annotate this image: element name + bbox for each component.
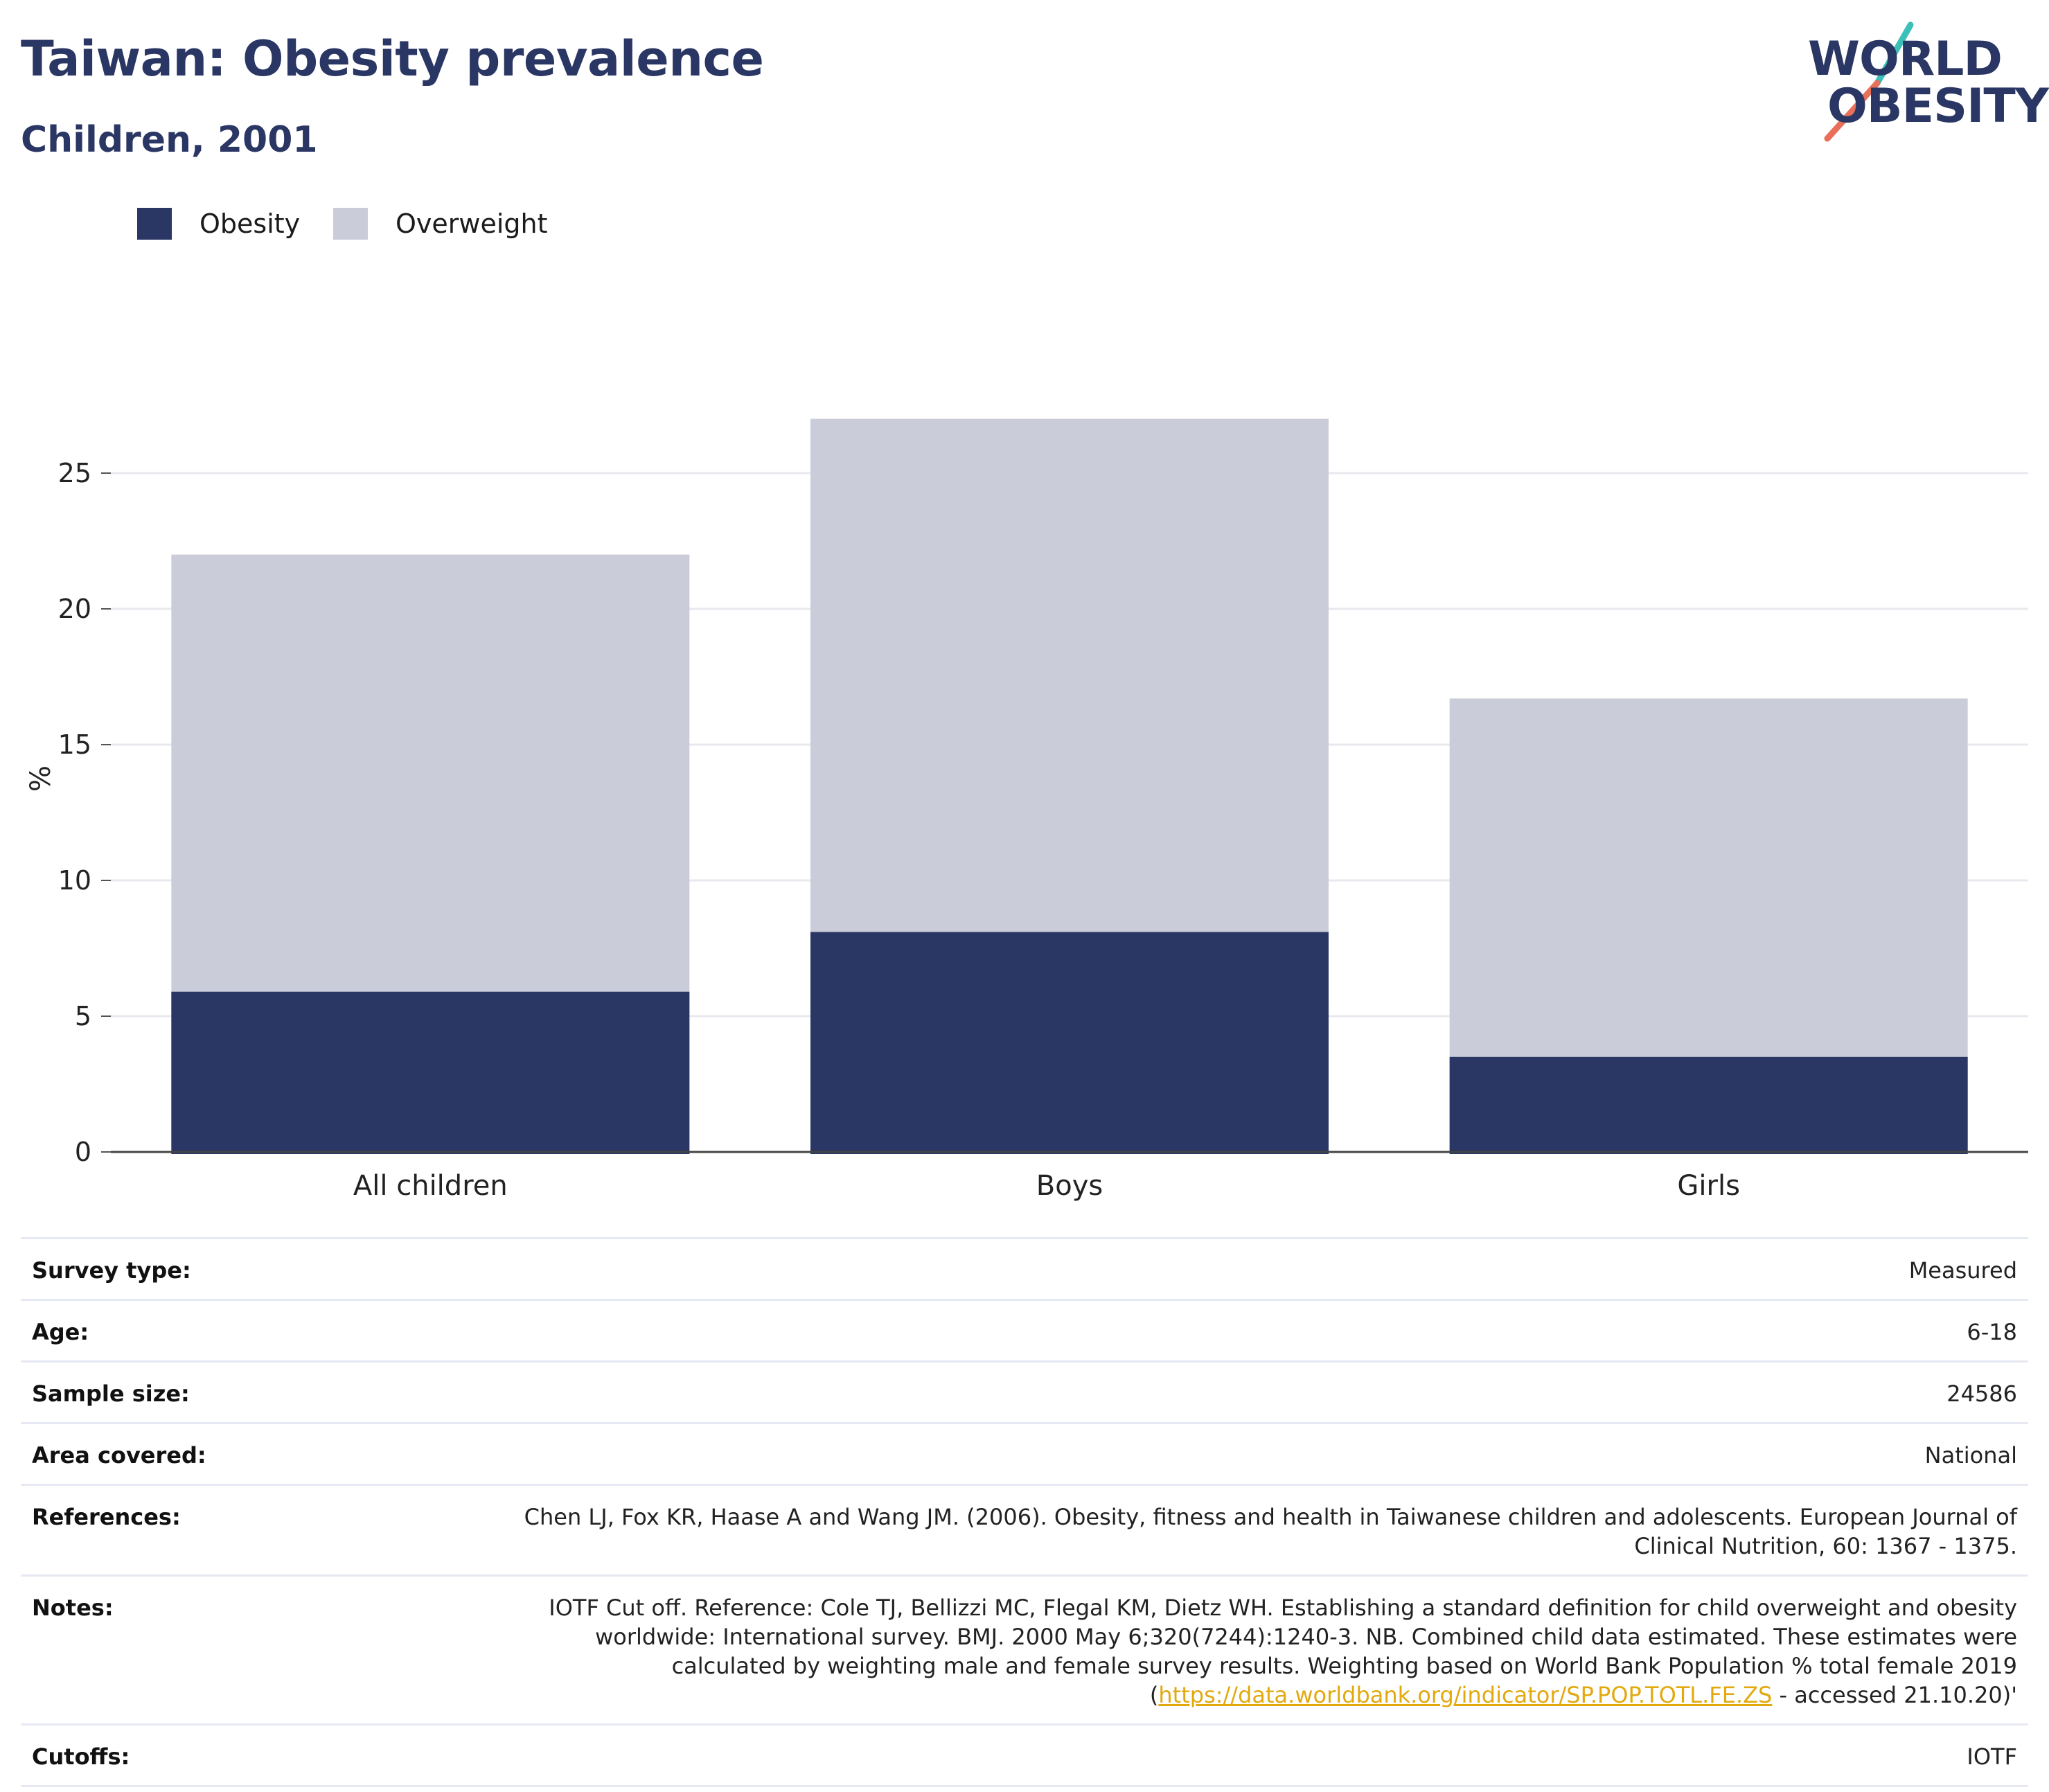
y-tick-label: 5 <box>75 1001 91 1031</box>
chart-subtitle: Children, 2001 <box>21 119 318 161</box>
x-tick-label: Boys <box>1036 1170 1103 1202</box>
metadata-row: Sample size: 24586 <box>21 1360 2028 1422</box>
metadata-label: Notes: <box>32 1595 114 1621</box>
metadata-value-text: Chen LJ, Fox KR, Haase A and Wang JM. (2… <box>524 1504 2017 1559</box>
metadata-value-text: National <box>1924 1442 2017 1469</box>
metadata-label: Area covered: <box>32 1442 206 1469</box>
metadata-value: IOTF <box>1967 1742 2017 1771</box>
metadata-value-text: IOTF Cut off. Reference: Cole TJ, Belliz… <box>549 1595 2017 1708</box>
metadata-value-suffix: - accessed 21.10.20)' <box>1772 1682 2018 1708</box>
y-tick-label: 15 <box>58 729 91 760</box>
metadata-value: IOTF Cut off. Reference: Cole TJ, Belliz… <box>493 1593 2017 1710</box>
metadata-value: 24586 <box>1946 1379 2017 1408</box>
y-tick-label: 20 <box>58 594 91 624</box>
bar-obesity-boys <box>810 932 1329 1154</box>
metadata-row: Notes: IOTF Cut off. Reference: Cole TJ, … <box>21 1574 2028 1723</box>
y-tick-label: 25 <box>58 458 91 488</box>
metadata-label: References: <box>32 1504 181 1530</box>
legend-label-obesity: Obesity <box>199 209 301 239</box>
metadata-label: Cutoffs: <box>32 1744 130 1770</box>
metadata-row: Survey type: Measured <box>21 1237 2028 1299</box>
metadata-row: Area covered: National <box>21 1422 2028 1484</box>
y-tick-label: 10 <box>58 865 91 896</box>
worldbank-source-link[interactable]: https://data.worldbank.org/indicator/SP.… <box>1158 1682 1773 1708</box>
metadata-value: Measured <box>1909 1256 2017 1285</box>
logo-text-world: WORLD <box>1808 32 2003 87</box>
metadata-value: Chen LJ, Fox KR, Haase A and Wang JM. (2… <box>493 1502 2017 1561</box>
bar-obesity-all-children <box>171 991 690 1154</box>
metadata-value: National <box>1925 1441 2017 1470</box>
bar-obesity-girls <box>1449 1056 1968 1154</box>
y-axis-label: % <box>25 765 57 792</box>
x-tick-label: All children <box>353 1170 508 1202</box>
chart-title: Taiwan: Obesity prevalence <box>21 30 764 87</box>
bar-chart: 0 5 10 15 20 25% All children Boys Girls <box>25 418 2028 1202</box>
metadata-value-text: Measured <box>1908 1257 2017 1284</box>
metadata-label: Survey type: <box>32 1257 191 1284</box>
legend-label-overweight: Overweight <box>396 209 548 239</box>
legend-swatch-obesity <box>137 208 172 240</box>
legend-swatch-overweight <box>333 208 368 240</box>
world-obesity-logo[interactable]: WORLD OBESITY <box>1808 19 2049 144</box>
survey-metadata-table: Survey type: Measured Age: 6-18 Sample size:… <box>21 1237 2028 1787</box>
metadata-row: References: Chen LJ, Fox KR, Haase A and … <box>21 1484 2028 1574</box>
logo-text-obesity: OBESITY <box>1827 79 2049 134</box>
metadata-row: Age: 6-18 <box>21 1299 2028 1360</box>
metadata-value-text: IOTF <box>1967 1744 2017 1770</box>
metadata-value-text: 24586 <box>1946 1381 2017 1407</box>
metadata-value: 6-18 <box>1967 1318 2017 1347</box>
metadata-value-text: 6-18 <box>1967 1319 2017 1345</box>
logo-slash-icon <box>1824 21 1914 142</box>
y-tick-label: 0 <box>75 1137 91 1167</box>
metadata-row: Cutoffs: IOTF <box>21 1723 2028 1787</box>
metadata-label: Sample size: <box>32 1381 190 1407</box>
metadata-label: Age: <box>32 1319 89 1345</box>
x-tick-label: Girls <box>1677 1170 1740 1202</box>
